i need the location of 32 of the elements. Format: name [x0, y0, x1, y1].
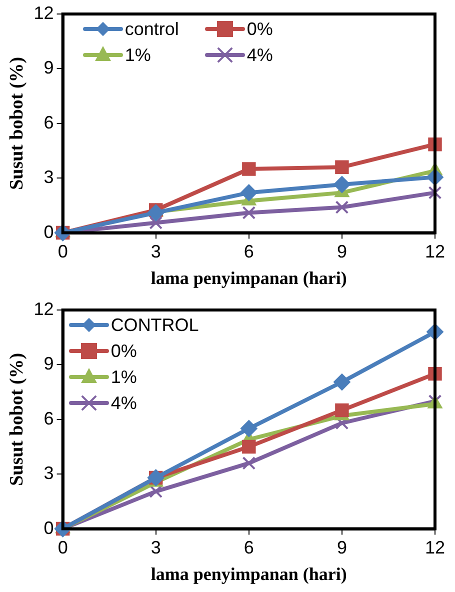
x-tick-label: 6 — [244, 242, 254, 262]
y-tick-label: 3 — [44, 463, 54, 484]
x-tick-label: 3 — [150, 242, 161, 262]
y-tick-label: 3 — [44, 167, 54, 188]
legend-label: 1% — [110, 366, 137, 388]
x-tick-label: 0 — [58, 242, 68, 262]
x-tick-label: 3 — [150, 538, 161, 558]
x-axis-title: lama penyimpanan (hari) — [150, 268, 347, 288]
x-tick-label: 6 — [244, 538, 254, 558]
x-axis-title: lama penyimpanan (hari) — [150, 564, 347, 584]
y-tick-label: 6 — [44, 408, 54, 428]
legend-label: 0% — [246, 18, 273, 40]
x-tick-label: 12 — [424, 242, 446, 262]
legend-label: 4% — [246, 44, 273, 66]
legend-label: 0% — [110, 340, 137, 362]
y-tick-label: 12 — [34, 298, 54, 319]
y-axis-title: Susut bobot (%) — [6, 56, 28, 190]
y-tick-label: 9 — [44, 58, 54, 78]
legend-label: 1% — [124, 44, 151, 66]
y-tick-label: 6 — [44, 112, 54, 132]
legend-label: control — [124, 18, 179, 40]
legend-label: CONTROL — [110, 314, 199, 336]
y-axis-title: Susut bobot (%) — [6, 352, 28, 486]
y-tick-label: 9 — [44, 354, 54, 374]
y-tick-label: 0 — [44, 222, 54, 242]
x-tick-label: 12 — [424, 538, 446, 558]
x-tick-label: 0 — [58, 538, 68, 558]
y-tick-label: 12 — [34, 2, 54, 23]
x-tick-label: 9 — [336, 242, 347, 262]
x-tick-label: 9 — [336, 538, 347, 558]
y-tick-label: 0 — [44, 518, 54, 538]
legend-label: 4% — [110, 392, 137, 414]
